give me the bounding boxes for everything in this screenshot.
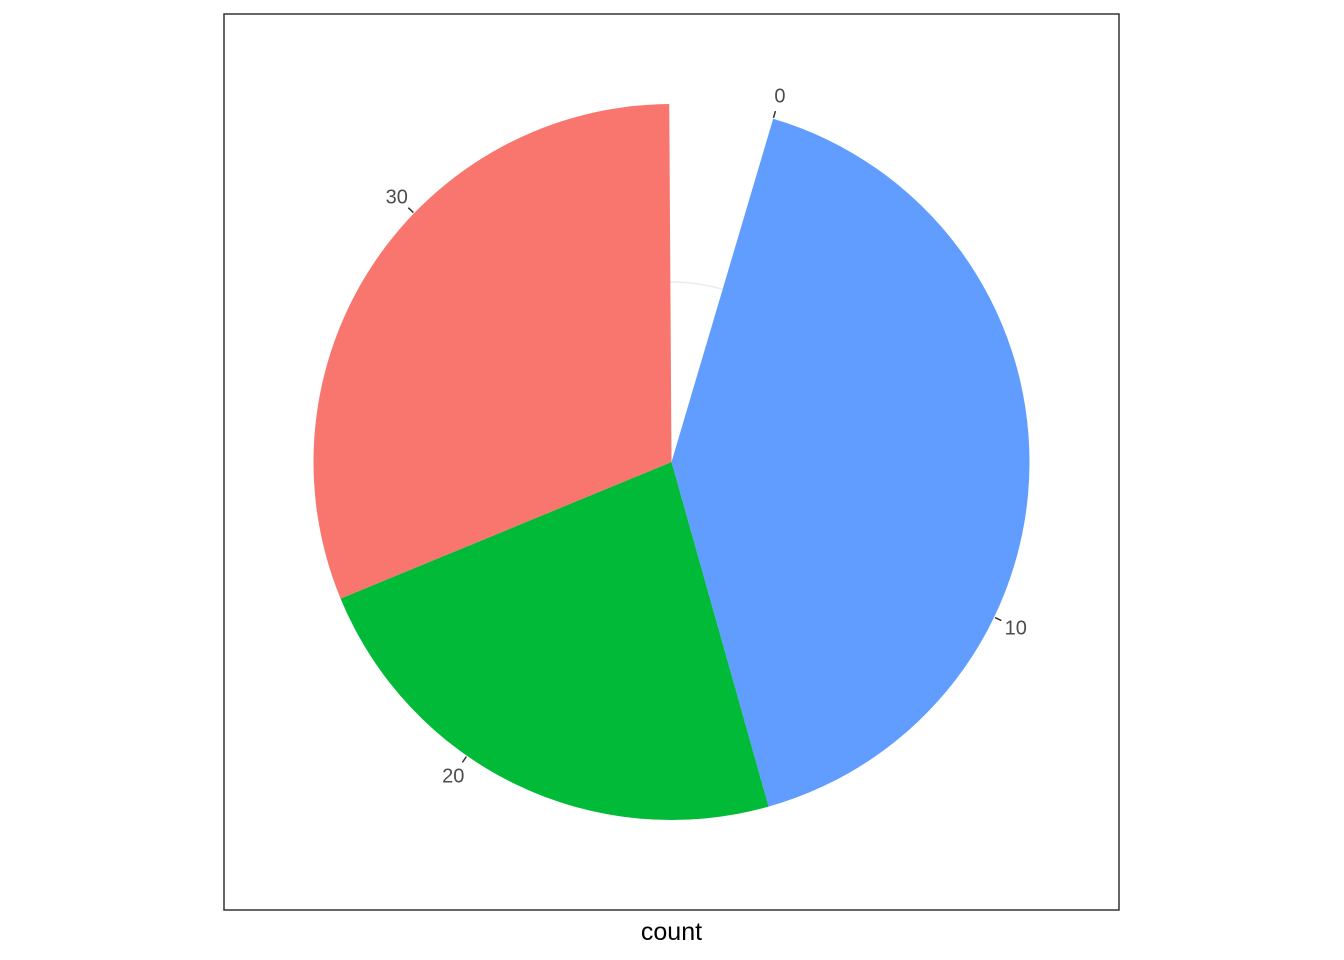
pie-slice-2 [340, 462, 769, 820]
pie-slice-3 [313, 104, 672, 599]
theta-tick-label: 0 [774, 86, 785, 108]
theta-tick-mark [407, 207, 414, 214]
pie-slices [313, 104, 1030, 820]
theta-tick-mark [772, 110, 777, 118]
pie-slice-1 [671, 118, 1030, 807]
theta-tick-mark [994, 616, 1002, 622]
theta-tick-label: 20 [442, 765, 464, 787]
theta-tick-mark [461, 756, 467, 763]
panel-border [223, 13, 1120, 911]
x-axis-title: count [641, 918, 702, 946]
theta-ticks: 0 10 20 30 [386, 86, 1027, 788]
theta-tick-label: 10 [1005, 617, 1027, 639]
theta-tick-label: 30 [386, 187, 408, 209]
